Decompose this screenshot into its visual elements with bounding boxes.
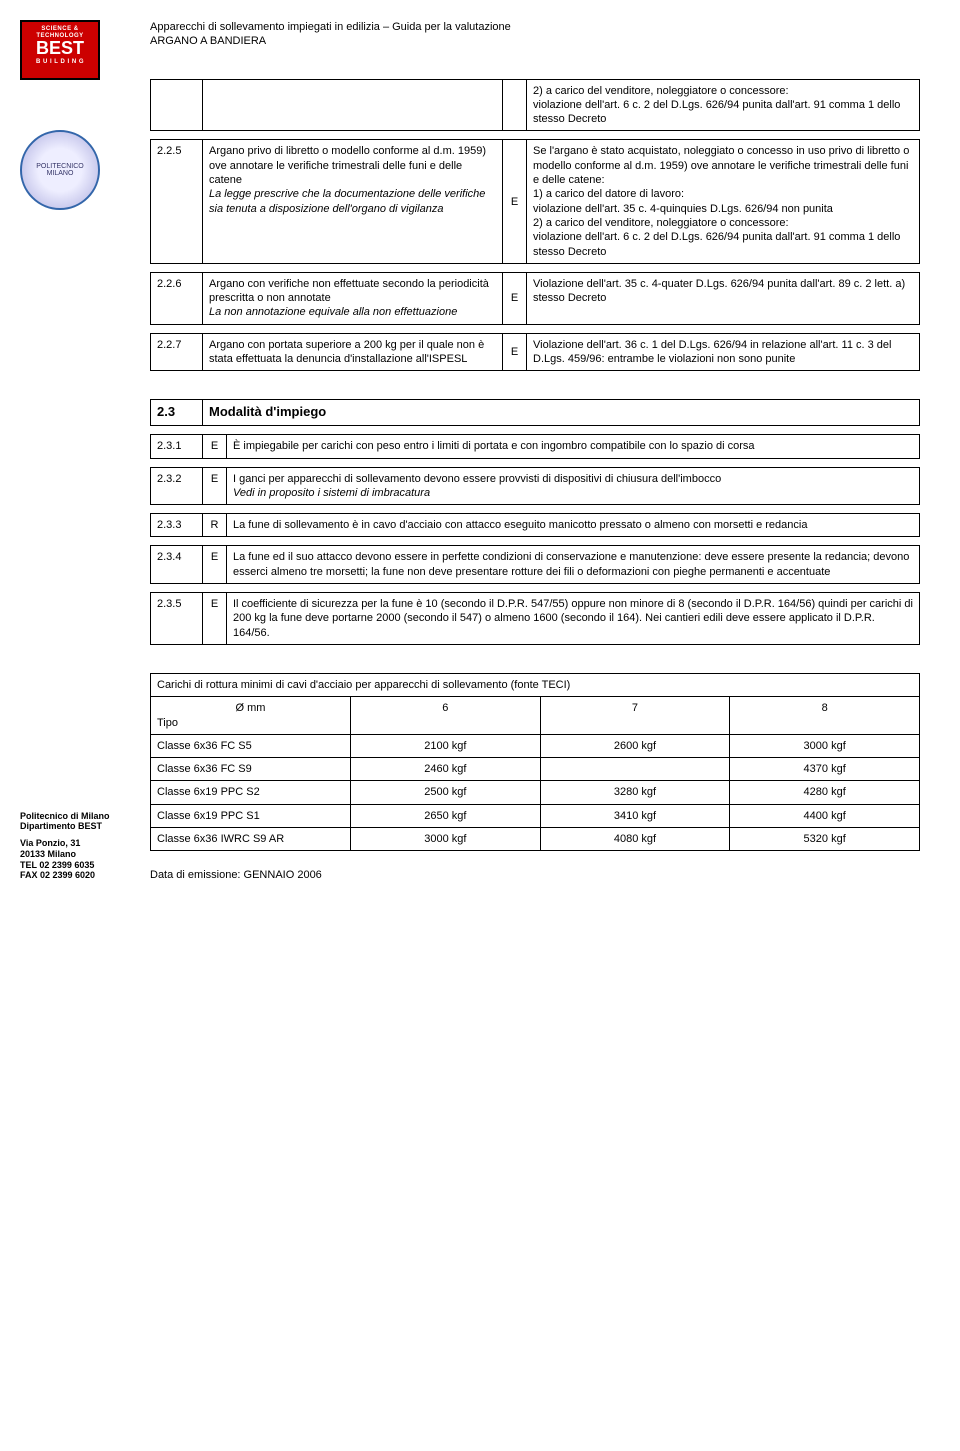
cell-text: La fune di sollevamento è in cavo d'acci… [227, 514, 920, 537]
cell-code: R [203, 514, 227, 537]
header-title: Apparecchi di sollevamento impiegati in … [150, 20, 920, 34]
cell-code: E [203, 467, 227, 505]
table-row: Classe 6x36 FC S5 2100 kgf 2600 kgf 3000… [151, 734, 920, 757]
cell-id: 2.3.3 [151, 514, 203, 537]
row-2-3-5: 2.3.5 E Il coefficiente di sicurezza per… [150, 592, 920, 645]
cell-empty-id [151, 79, 203, 131]
row-2-2-7: 2.2.7 Argano con portata superiore a 200… [150, 333, 920, 372]
cell-empty-desc [203, 79, 503, 131]
cell-id: 2.2.7 [151, 333, 203, 371]
wire-table-title: Carichi di rottura minimi di cavi d'acci… [151, 673, 920, 696]
logo-best: SCIENCE & TECHNOLOGY BEST B U I L D I N … [20, 20, 100, 80]
cell-id: 2.2.5 [151, 140, 203, 263]
cell-id: 2.3.5 [151, 593, 203, 645]
table-row: Classe 6x36 IWRC S9 AR 3000 kgf 4080 kgf… [151, 827, 920, 850]
section-title: Modalità d'impiego [203, 400, 920, 426]
cell-desc: Argano con verifiche non effettuate seco… [203, 272, 503, 324]
table-row: Classe 6x36 FC S9 2460 kgf 4370 kgf [151, 758, 920, 781]
section-2-3-header: 2.3 Modalità d'impiego [150, 399, 920, 426]
cell-id: 2.3.1 [151, 435, 203, 458]
wire-col-7: 7 [540, 697, 730, 735]
cell-desc: Argano con portata superiore a 200 kg pe… [203, 333, 503, 371]
table-row: Classe 6x19 PPC S2 2500 kgf 3280 kgf 428… [151, 781, 920, 804]
cell-text: La fune ed il suo attacco devono essere … [227, 546, 920, 584]
table-row: Classe 6x19 PPC S1 2650 kgf 3410 kgf 440… [151, 804, 920, 827]
row-2-2-6: 2.2.6 Argano con verifiche non effettuat… [150, 272, 920, 325]
section-id: 2.3 [151, 400, 203, 426]
wire-col-6: 6 [351, 697, 541, 735]
cell-text: È impiegabile per carichi con peso entro… [227, 435, 920, 458]
cell-right: Violazione dell'art. 35 c. 4-quater D.Lg… [527, 272, 920, 324]
wire-load-table: Carichi di rottura minimi di cavi d'acci… [150, 673, 920, 851]
page-header: Apparecchi di sollevamento impiegati in … [150, 20, 920, 49]
wire-col-8: 8 [730, 697, 920, 735]
header-subtitle: ARGANO A BANDIERA [150, 34, 920, 48]
footer-contact: Politecnico di Milano Dipartimento BEST … [20, 811, 130, 882]
cell-text: I ganci per apparecchi di sollevamento d… [227, 467, 920, 505]
wire-col-type-head: Ø mm Tipo [151, 697, 351, 735]
cell-code: E [203, 593, 227, 645]
cell-right: Se l'argano è stato acquistato, noleggia… [527, 140, 920, 263]
cell-code: E [503, 140, 527, 263]
cell-continuation-text: 2) a carico del venditore, noleggiatore … [527, 79, 920, 131]
cell-id: 2.2.6 [151, 272, 203, 324]
cell-text: Il coefficiente di sicurezza per la fune… [227, 593, 920, 645]
cell-empty-code [503, 79, 527, 131]
continuation-row: 2) a carico del venditore, noleggiatore … [150, 79, 920, 132]
cell-desc: Argano privo di libretto o modello confo… [203, 140, 503, 263]
cell-code: E [203, 435, 227, 458]
cell-code: E [503, 333, 527, 371]
cell-id: 2.3.2 [151, 467, 203, 505]
row-2-3-1: 2.3.1 E È impiegabile per carichi con pe… [150, 434, 920, 458]
cell-code: E [503, 272, 527, 324]
emission-date: Data di emissione: GENNAIO 2006 [150, 869, 920, 881]
logo-politecnico: POLITECNICO MILANO [20, 130, 100, 210]
cell-right: Violazione dell'art. 36 c. 1 del D.Lgs. … [527, 333, 920, 371]
row-2-3-2: 2.3.2 E I ganci per apparecchi di sollev… [150, 467, 920, 506]
cell-id: 2.3.4 [151, 546, 203, 584]
row-2-2-5: 2.2.5 Argano privo di libretto o modello… [150, 139, 920, 263]
cell-code: E [203, 546, 227, 584]
row-2-3-4: 2.3.4 E La fune ed il suo attacco devono… [150, 545, 920, 584]
row-2-3-3: 2.3.3 R La fune di sollevamento è in cav… [150, 513, 920, 537]
